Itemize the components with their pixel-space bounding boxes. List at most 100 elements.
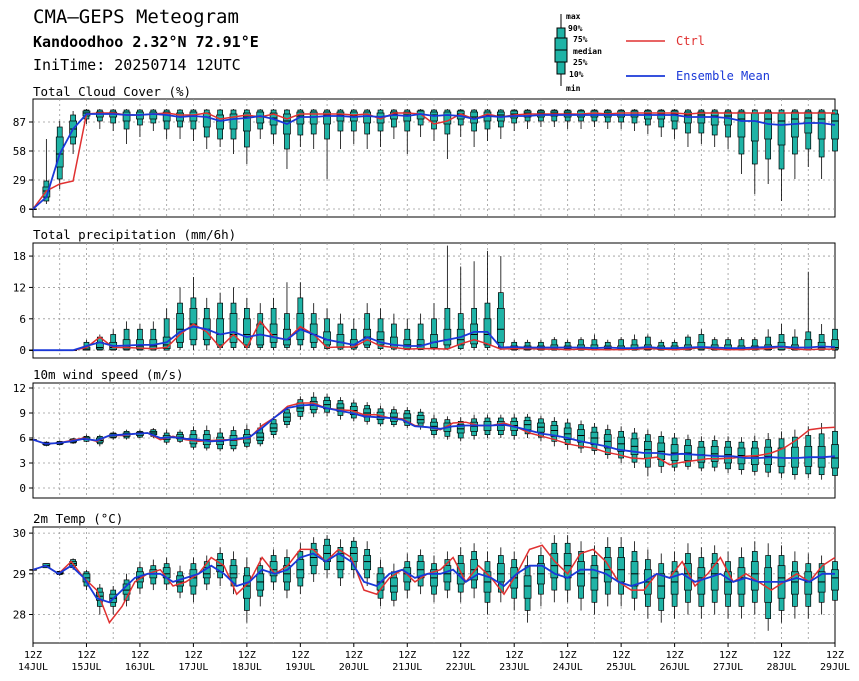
x-tick-hour: 12Z [719,650,737,661]
box-25-75 [122,339,131,350]
box-25-75 [724,571,732,595]
box-25-75 [176,313,184,343]
box-plot [403,407,412,428]
box-plot [577,541,585,611]
box-plot [323,535,331,578]
legend-box-label: 25% [573,58,588,67]
box-plot [456,109,465,137]
box-plot [817,555,826,615]
box-25-75 [216,114,224,130]
box-plot [697,436,706,472]
box-plot [550,417,559,447]
legend: max 90% 75% median 25% 10% min Ctrl Ensemble Mea… [554,12,770,93]
box-25-75 [229,113,238,130]
x-tick-hour: 12Z [666,650,684,661]
box-plot [363,541,372,587]
y-tick-label: 6 [19,313,26,326]
y-tick-label: 12 [13,281,26,294]
box-plot [296,109,305,147]
box-plot [670,551,679,619]
box-25-75 [243,318,251,346]
box-plot [670,433,679,472]
y-tick-label: 12 [13,382,26,395]
x-tick-hour: 12Z [238,650,256,661]
box-10-90 [751,339,758,351]
y-tick-label: 0 [19,344,26,357]
box-plot [283,406,291,428]
legend-box-label: 10% [569,70,584,79]
x-tick-date: 27JUL [713,662,743,673]
box-plot [390,406,398,428]
box-25-75 [202,112,211,128]
box-10-90 [417,323,424,350]
page-title: CMA–GEPS Meteogram [33,6,239,28]
panel-3: 10m wind speed (m/s) 0 3 6 9 12 [13,367,839,499]
box-plot [349,399,358,422]
box-plot [309,303,318,351]
legend-mean-label: Ensemble Mean [676,69,770,83]
box-25-75 [791,571,799,595]
box-plot [296,396,305,420]
box-25-75 [496,307,505,343]
legend-box-label: median [573,46,602,56]
box-25-75 [737,111,746,138]
box-plot [684,434,692,470]
x-tick-date: 15JUL [71,662,101,673]
location-label: Kandoodhoo 2.32°N 72.91°E [33,33,259,51]
box-plot [617,426,625,463]
box-plot [256,557,265,607]
box-plot [323,393,331,417]
box-10-90 [645,336,651,351]
box-plot [630,541,639,611]
box-25-75 [590,110,599,118]
ensemble-mean-line [32,552,835,604]
box-plot [831,553,839,611]
x-tick-hour: 12Z [77,650,95,661]
panel-title: 10m wind speed (m/s) [33,367,184,382]
box-plot [323,109,331,179]
box-plot [443,109,452,159]
panel-title: Total precipitation (mm/6h) [33,227,236,242]
box-plot [29,208,37,210]
x-tick-date: 29JUL [820,662,850,673]
box-10-90 [685,336,691,351]
box-25-75 [363,555,372,571]
box-plot [831,109,839,169]
box-plot [296,543,305,595]
box-25-75 [496,563,505,583]
box-plot [791,429,799,480]
box-plot [363,402,372,425]
box-25-75 [403,339,412,349]
box-10-90 [391,323,397,350]
legend-box-label: min [566,83,581,93]
y-tick-label: 30 [13,527,26,540]
box-plot [336,539,345,587]
legend-box-label: 75% [573,35,588,44]
box-plot [737,109,746,174]
box-25-75 [710,111,719,126]
init-time-label: IniTime: 20250714 12UTC [33,56,241,74]
box-plot [349,537,358,578]
box-25-75 [363,111,372,124]
x-tick-date: 23JUL [499,662,529,673]
box-plot [269,416,278,438]
x-tick-date: 20JUL [339,662,369,673]
box-plot [791,551,799,619]
box-25-75 [443,111,452,125]
box-plot [750,541,759,615]
x-tick-hour: 12Z [826,650,844,661]
box-25-75 [349,547,358,562]
box-plot [456,417,465,442]
box-25-75 [296,559,305,579]
box-plot [243,109,251,164]
box-25-75 [376,331,385,346]
y-tick-label: 0 [19,482,26,495]
box-25-75 [831,113,839,140]
box-25-75 [229,313,238,343]
box-plot [590,545,599,615]
box-plot [764,433,773,478]
box-25-75 [162,111,171,122]
box-plot [376,308,385,351]
box-plot [817,109,826,179]
